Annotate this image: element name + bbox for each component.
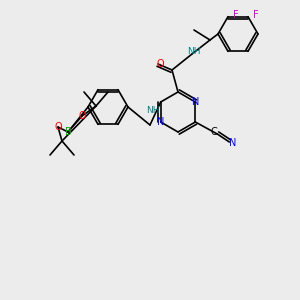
Text: NH: NH — [187, 46, 201, 56]
Text: F: F — [253, 10, 259, 20]
Text: F: F — [233, 10, 239, 20]
Text: C: C — [211, 127, 218, 137]
Text: O: O — [54, 122, 62, 132]
Text: N: N — [157, 117, 164, 127]
Text: N: N — [229, 138, 236, 148]
Text: O: O — [156, 59, 164, 69]
Text: N: N — [192, 97, 199, 107]
Text: O: O — [78, 111, 86, 121]
Text: NH: NH — [147, 106, 160, 115]
Text: B: B — [64, 127, 71, 137]
